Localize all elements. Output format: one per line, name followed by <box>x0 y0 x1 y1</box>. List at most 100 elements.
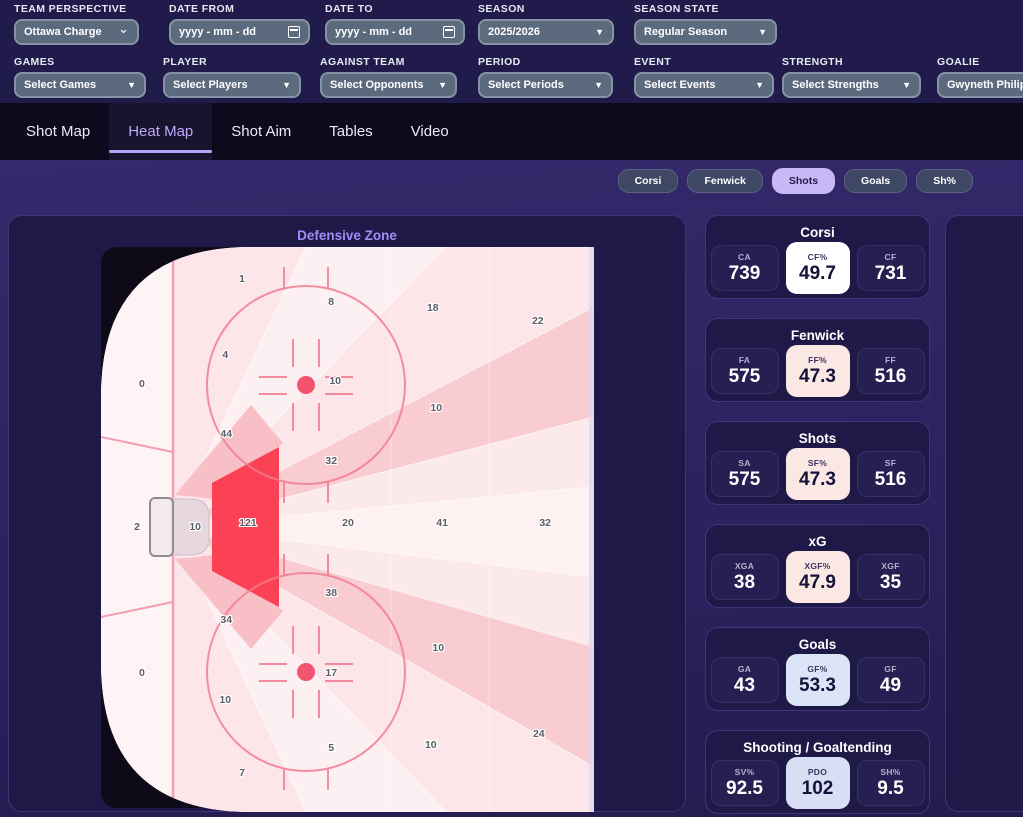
tab[interactable]: Shot Aim <box>212 103 310 160</box>
filter-dropdown[interactable]: Select Periods ▼ ⌄ <box>478 72 613 98</box>
filter-dropdown[interactable]: Select Strengths ▼ ⌄ <box>782 72 921 98</box>
chip-label: Fenwick <box>704 175 746 187</box>
chip-label: Shots <box>788 175 819 187</box>
metric-chip[interactable]: Fenwick <box>687 169 763 193</box>
stat-box: CA 739 <box>710 245 779 291</box>
stat-value: 575 <box>728 468 761 490</box>
filter-label: SEASON <box>478 3 525 15</box>
tab[interactable]: Shot Map <box>7 103 109 160</box>
filter-dropdown[interactable]: yyyy - mm - dd ▼ ⌄ <box>325 19 465 45</box>
metric-chip[interactable]: Goals <box>844 169 908 193</box>
stat-value: 575 <box>728 365 761 387</box>
stat-card-title: Shots <box>798 431 837 446</box>
stat-card: Shooting / Goaltending SV% 92.5 PDO 102 … <box>705 730 930 814</box>
filter-dropdown[interactable]: Select Opponents ▼ ⌄ <box>320 72 457 98</box>
chip-label: Corsi <box>634 175 662 187</box>
stat-card: Fenwick FA 575 FF% 47.3 FF 516 <box>705 318 930 402</box>
filter-item: PLAYER Select Players ▼ ⌄ <box>163 56 301 98</box>
faceoff-dot <box>297 376 315 394</box>
stat-box: CF 731 <box>856 245 925 291</box>
stat-value: 731 <box>874 262 907 284</box>
rink-graphic <box>101 247 594 812</box>
filter-row-1: TEAM PERSPECTIVE Ottawa Charge ▼ ⌄ DATE … <box>0 3 777 45</box>
chevron-down-icon: ▼ <box>282 80 291 90</box>
filter-dropdown[interactable]: 2025/2026 ▼ ⌄ <box>478 19 614 45</box>
filter-dropdown[interactable]: Gwyneth Philips ▼ ⌄ <box>937 72 1023 98</box>
content-area: Corsi Fenwick Shots Goals Sh% Defensive Zone <box>0 160 1023 817</box>
stat-label: CA <box>738 251 751 262</box>
filter-item: GAMES Select Games ▼ ⌄ <box>14 56 146 98</box>
chevron-down-icon: ▼ <box>902 80 911 90</box>
stat-card-title: Fenwick <box>790 328 845 343</box>
stat-box: GF 49 <box>856 657 925 703</box>
filter-item: GOALIE Gwyneth Philips ▼ ⌄ <box>937 56 1023 98</box>
stat-value: 47.3 <box>799 468 836 490</box>
filter-dropdown[interactable]: Select Events ▼ ⌄ <box>634 72 774 98</box>
tab-label: Heat Map <box>128 123 194 140</box>
tab[interactable]: Tables <box>310 103 391 160</box>
filter-dropdown[interactable]: Select Players ▼ ⌄ <box>163 72 301 98</box>
filter-item: PERIOD Select Periods ▼ ⌄ <box>478 56 613 98</box>
stat-label: CF <box>884 251 897 262</box>
chevron-down-icon: ▼ <box>755 80 764 90</box>
stat-label: GA <box>737 663 752 674</box>
faceoff-dot <box>297 663 315 681</box>
filter-value: Select Players <box>173 79 248 91</box>
stat-card: xG XGA 38 XGF% 47.9 XGF 35 <box>705 524 930 608</box>
stat-box: GF% 53.3 <box>785 654 850 706</box>
stat-box: FA 575 <box>710 348 779 394</box>
filter-label: DATE FROM <box>169 3 235 15</box>
metric-chip-group: Corsi Fenwick Shots Goals Sh% <box>617 168 973 194</box>
chevron-down-icon: ▼ <box>594 80 603 90</box>
zone-title: Defensive Zone <box>297 228 397 243</box>
tab[interactable]: Video <box>392 103 468 160</box>
filter-value: Select Strengths <box>792 79 879 91</box>
stat-box: XGA 38 <box>710 554 779 600</box>
stat-box: FF% 47.3 <box>785 345 850 397</box>
rink-heatmap[interactable]: 1 8 18 22 4 0 10 10 44 32 2 10 121 20 41 32 38 34 10 0 17 10 5… <box>101 247 594 812</box>
secondary-panel <box>945 215 1023 812</box>
metric-chip[interactable]: Corsi <box>617 169 679 193</box>
filter-dropdown[interactable]: Regular Season ▼ ⌄ <box>634 19 777 45</box>
stat-label: GF% <box>807 663 828 674</box>
calendar-icon <box>443 26 455 38</box>
tab-label: Shot Aim <box>231 123 292 140</box>
filter-dropdown[interactable]: Select Games ▼ ⌄ <box>14 72 146 98</box>
stat-card: Goals GA 43 GF% 53.3 GF 49 <box>705 627 930 711</box>
metric-chip[interactable]: Sh% <box>916 169 973 193</box>
stat-box: XGF 35 <box>856 554 925 600</box>
chevron-down-icon: ⌄ <box>118 21 129 36</box>
filter-value: 2025/2026 <box>488 26 540 38</box>
calendar-icon <box>288 26 300 38</box>
stat-label: GF <box>884 663 897 674</box>
stat-value: 49 <box>879 674 902 696</box>
stat-card-row: FA 575 FF% 47.3 FF 516 <box>706 345 929 397</box>
filter-label: GAMES <box>14 56 55 68</box>
metric-chip[interactable]: Shots <box>771 168 836 194</box>
stat-label: FF% <box>808 354 827 365</box>
stat-label: XGF <box>881 560 900 571</box>
filter-value: Ottawa Charge <box>24 26 102 38</box>
stat-label: XGA <box>734 560 755 571</box>
filter-label: AGAINST TEAM <box>320 56 405 68</box>
stat-box: SH% 9.5 <box>856 760 925 806</box>
filter-item: STRENGTH Select Strengths ▼ ⌄ <box>782 56 921 98</box>
stat-card-title: Shooting / Goaltending <box>743 740 892 755</box>
stat-value: 102 <box>801 777 834 799</box>
tab-bar: Shot Map Heat Map Shot Aim Tables Video <box>0 103 1023 160</box>
filter-dropdown[interactable]: yyyy - mm - dd ▼ ⌄ <box>169 19 310 45</box>
filter-bar: TEAM PERSPECTIVE Ottawa Charge ▼ ⌄ DATE … <box>0 0 1023 103</box>
tab[interactable]: Heat Map <box>109 103 213 160</box>
stat-card-row: CA 739 CF% 49.7 CF 731 <box>706 242 929 294</box>
filter-dropdown[interactable]: Ottawa Charge ▼ ⌄ <box>14 19 139 45</box>
goal-crease <box>172 498 210 556</box>
filter-label: GOALIE <box>937 56 980 68</box>
stat-label: FF <box>885 354 896 365</box>
chip-label: Sh% <box>933 175 956 187</box>
stat-card-row: GA 43 GF% 53.3 GF 49 <box>706 654 929 706</box>
stat-card: Corsi CA 739 CF% 49.7 CF 731 <box>705 215 930 299</box>
stat-card-row: SV% 92.5 PDO 102 SH% 9.5 <box>706 757 929 809</box>
filter-item: DATE FROM yyyy - mm - dd ▼ ⌄ <box>169 3 310 45</box>
stat-label: SA <box>738 457 751 468</box>
